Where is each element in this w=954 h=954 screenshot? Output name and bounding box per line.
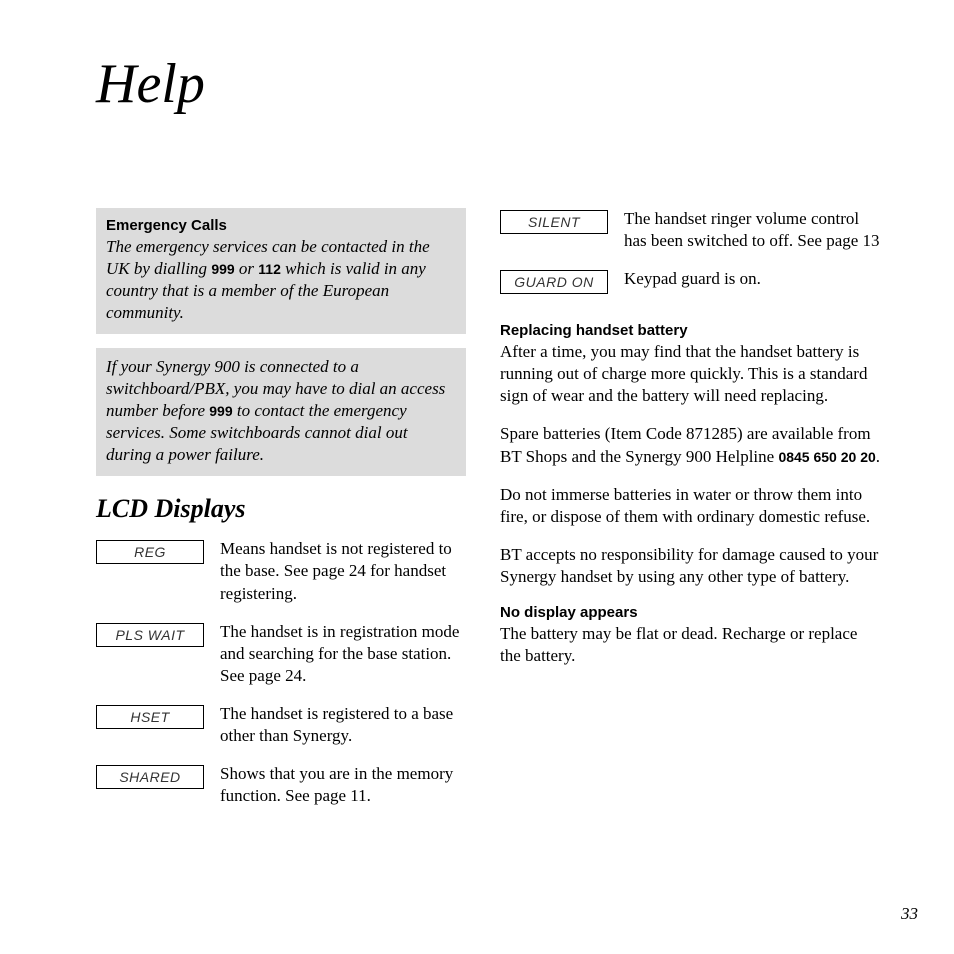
lcd-label-guardon: GUARD ON [500, 270, 608, 294]
emergency-text-mid: or [235, 259, 259, 278]
manual-page: Help Emergency Calls The emergency servi… [0, 0, 954, 847]
emergency-num-999: 999 [211, 261, 234, 277]
lcd-desc-hset: The handset is registered to a base othe… [220, 703, 466, 747]
lcd-label-reg: REG [96, 540, 204, 564]
content-columns: Emergency Calls The emergency services c… [96, 208, 882, 807]
lcd-desc-silent: The handset ringer volume control has be… [624, 208, 882, 252]
pbx-note-box: If your Synergy 900 is connected to a sw… [96, 348, 466, 476]
battery-p2-post: . [876, 447, 880, 466]
nodisplay-heading: No display appears [500, 604, 882, 621]
nodisplay-body: The battery may be flat or dead. Recharg… [500, 623, 882, 667]
right-column: SILENT The handset ringer volume control… [500, 208, 882, 807]
emergency-calls-box: Emergency Calls The emergency services c… [96, 208, 466, 334]
lcd-desc-guardon: Keypad guard is on. [624, 268, 761, 290]
battery-p3: Do not immerse batteries in water or thr… [500, 484, 882, 528]
lcd-row-plswait: PLS WAIT The handset is in registration … [96, 621, 466, 687]
lcd-desc-shared: Shows that you are in the memory functio… [220, 763, 466, 807]
emergency-num-112: 112 [258, 261, 281, 277]
battery-p1: After a time, you may find that the hand… [500, 341, 882, 407]
emergency-heading: Emergency Calls [106, 216, 456, 236]
pbx-body: If your Synergy 900 is connected to a sw… [106, 356, 456, 466]
lcd-desc-plswait: The handset is in registration mode and … [220, 621, 466, 687]
lcd-row-silent: SILENT The handset ringer volume control… [500, 208, 882, 252]
helpline-number: 0845 650 20 20 [778, 449, 875, 465]
lcd-row-shared: SHARED Shows that you are in the memory … [96, 763, 466, 807]
lcd-label-silent: SILENT [500, 210, 608, 234]
lcd-displays-heading: LCD Displays [96, 494, 466, 524]
lcd-label-hset: HSET [96, 705, 204, 729]
battery-p2: Spare batteries (Item Code 871285) are a… [500, 423, 882, 467]
lcd-label-shared: SHARED [96, 765, 204, 789]
page-number: 33 [901, 904, 918, 924]
lcd-row-reg: REG Means handset is not registered to t… [96, 538, 466, 604]
emergency-body: The emergency services can be contacted … [106, 236, 456, 324]
left-column: Emergency Calls The emergency services c… [96, 208, 466, 807]
lcd-row-guardon: GUARD ON Keypad guard is on. [500, 268, 882, 294]
lcd-desc-reg: Means handset is not registered to the b… [220, 538, 466, 604]
battery-heading: Replacing handset battery [500, 322, 882, 339]
lcd-label-plswait: PLS WAIT [96, 623, 204, 647]
pbx-num-999: 999 [209, 403, 232, 419]
page-title: Help [96, 52, 882, 116]
battery-p4: BT accepts no responsibility for damage … [500, 544, 882, 588]
lcd-row-hset: HSET The handset is registered to a base… [96, 703, 466, 747]
